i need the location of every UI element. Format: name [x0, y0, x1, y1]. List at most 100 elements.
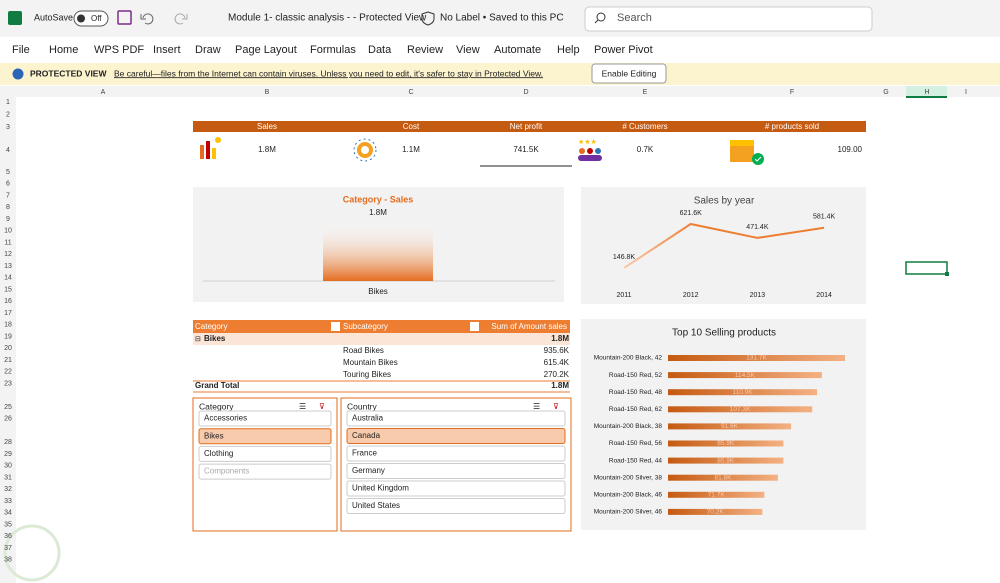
row-header[interactable]: 23 — [4, 380, 12, 387]
menu-tab[interactable]: Formulas — [310, 44, 356, 56]
row-header[interactable]: 22 — [4, 369, 12, 376]
menu-tab[interactable]: Automate — [494, 44, 541, 56]
row-header[interactable]: 8 — [6, 204, 10, 211]
slicer-item[interactable] — [198, 428, 332, 445]
filter-button[interactable] — [331, 322, 340, 331]
slicer-item-label[interactable]: Bikes — [204, 431, 224, 440]
row-header[interactable]: 25 — [4, 404, 12, 411]
row-header[interactable]: 1 — [6, 99, 10, 106]
enable-editing-label[interactable]: Enable Editing — [602, 68, 657, 78]
row-header[interactable]: 34 — [4, 510, 12, 517]
pivot-item: Mountain Bikes — [343, 358, 398, 367]
row-header[interactable]: 4 — [6, 147, 10, 154]
row-header[interactable]: 17 — [4, 310, 12, 317]
slicer-item-label[interactable]: Accessories — [204, 414, 247, 423]
slicer-item[interactable] — [346, 410, 566, 427]
column-header[interactable]: B — [265, 89, 270, 96]
row-header[interactable]: 38 — [4, 557, 12, 564]
column-header[interactable]: D — [523, 89, 528, 96]
row-header[interactable]: 10 — [4, 228, 12, 235]
menu-tab[interactable]: Review — [407, 44, 443, 56]
menu-tab[interactable]: Data — [368, 44, 392, 56]
collapse-button[interactable]: ⊟ — [195, 336, 201, 343]
row-header[interactable]: 20 — [4, 345, 12, 352]
row-header[interactable]: 2 — [6, 111, 10, 118]
row-header[interactable]: 33 — [4, 498, 12, 505]
column-header[interactable]: A — [101, 89, 106, 96]
menu-tab[interactable]: WPS PDF — [94, 44, 144, 56]
slicer-item[interactable] — [346, 498, 566, 514]
column-header[interactable]: E — [643, 89, 648, 96]
autosave-toggle[interactable] — [73, 10, 109, 27]
row-header[interactable]: 15 — [4, 286, 12, 293]
slicer-clear[interactable]: ⊽ — [553, 402, 559, 411]
row-header[interactable]: 9 — [6, 216, 10, 223]
slicer-item[interactable] — [198, 463, 332, 480]
fill-handle[interactable] — [945, 272, 949, 276]
row-header[interactable]: 6 — [6, 181, 10, 188]
row-header[interactable]: 31 — [4, 474, 12, 481]
menu-tab[interactable]: File — [12, 44, 30, 56]
row-header[interactable]: 7 — [6, 192, 10, 199]
slicer-clear[interactable]: ⊽ — [319, 402, 325, 411]
column-header[interactable]: I — [965, 89, 967, 96]
row-header[interactable]: 29 — [4, 451, 12, 458]
slicer-item-label[interactable]: United States — [352, 501, 400, 510]
row-header[interactable]: 36 — [4, 533, 12, 540]
selected-cell[interactable] — [905, 261, 948, 275]
slicer-item-label[interactable]: Clothing — [204, 449, 233, 458]
redo-icon[interactable] — [174, 13, 188, 25]
row-header[interactable]: 35 — [4, 521, 12, 528]
column-header[interactable]: C — [408, 89, 413, 96]
slicer-item[interactable] — [346, 463, 566, 479]
slicer-item[interactable] — [346, 445, 566, 462]
enable-editing-button[interactable] — [591, 63, 667, 84]
slicer-item-label[interactable]: Australia — [352, 414, 384, 423]
menu-tab[interactable]: Home — [49, 44, 78, 56]
row-header[interactable]: 5 — [6, 169, 10, 176]
filter-button[interactable] — [470, 322, 479, 331]
slicer-item[interactable] — [198, 445, 332, 462]
row-header[interactable]: 32 — [4, 486, 12, 493]
column-header[interactable]: G — [883, 89, 888, 96]
slicer-item[interactable] — [346, 480, 566, 497]
row-header[interactable]: 28 — [4, 439, 12, 446]
row-header[interactable]: 13 — [4, 263, 12, 270]
menu-tab[interactable]: Power Pivot — [594, 44, 653, 56]
row-header[interactable]: 3 — [6, 124, 10, 131]
undo-icon[interactable] — [140, 13, 154, 25]
row-header[interactable]: 21 — [4, 357, 12, 364]
row-header[interactable]: 37 — [4, 545, 12, 552]
row-header[interactable]: 19 — [4, 333, 12, 340]
column-header[interactable]: F — [790, 89, 794, 96]
slicer-item-label[interactable]: France — [352, 449, 377, 458]
row-header[interactable]: 30 — [4, 463, 12, 470]
search-box[interactable] — [584, 6, 873, 32]
search-placeholder[interactable]: Search — [617, 12, 652, 24]
menu-tab[interactable]: Insert — [153, 44, 181, 56]
row-header[interactable]: 26 — [4, 416, 12, 423]
menu-tab[interactable]: Help — [557, 44, 580, 56]
slicer-item-label[interactable]: Components — [204, 467, 249, 476]
save-icon[interactable] — [117, 10, 132, 25]
menu-tab[interactable]: View — [456, 44, 480, 56]
slicer-multiselect[interactable]: ☰ — [299, 402, 306, 411]
sensitivity-label[interactable]: No Label • Saved to this PC — [440, 13, 564, 24]
row-header[interactable]: 12 — [4, 251, 12, 258]
category-label: Mountain-200 Black, 42 — [594, 355, 663, 362]
menu-tab[interactable]: Draw — [195, 44, 221, 56]
kpi-label: Net profit — [510, 122, 543, 131]
slicer-item-label[interactable]: Canada — [352, 431, 381, 440]
row-header[interactable]: 18 — [4, 322, 12, 329]
slicer-item-label[interactable]: United Kingdom — [352, 484, 409, 493]
slicer-item[interactable] — [198, 410, 332, 427]
column-header[interactable]: H — [924, 89, 929, 96]
pivot-group[interactable]: Bikes — [204, 334, 226, 343]
slicer-item[interactable] — [346, 428, 566, 444]
slicer-multiselect[interactable]: ☰ — [533, 402, 540, 411]
row-header[interactable]: 14 — [4, 275, 12, 282]
row-header[interactable]: 16 — [4, 298, 12, 305]
row-header[interactable]: 11 — [4, 239, 11, 246]
menu-tab[interactable]: Page Layout — [235, 44, 297, 56]
slicer-item-label[interactable]: Germany — [352, 466, 385, 475]
